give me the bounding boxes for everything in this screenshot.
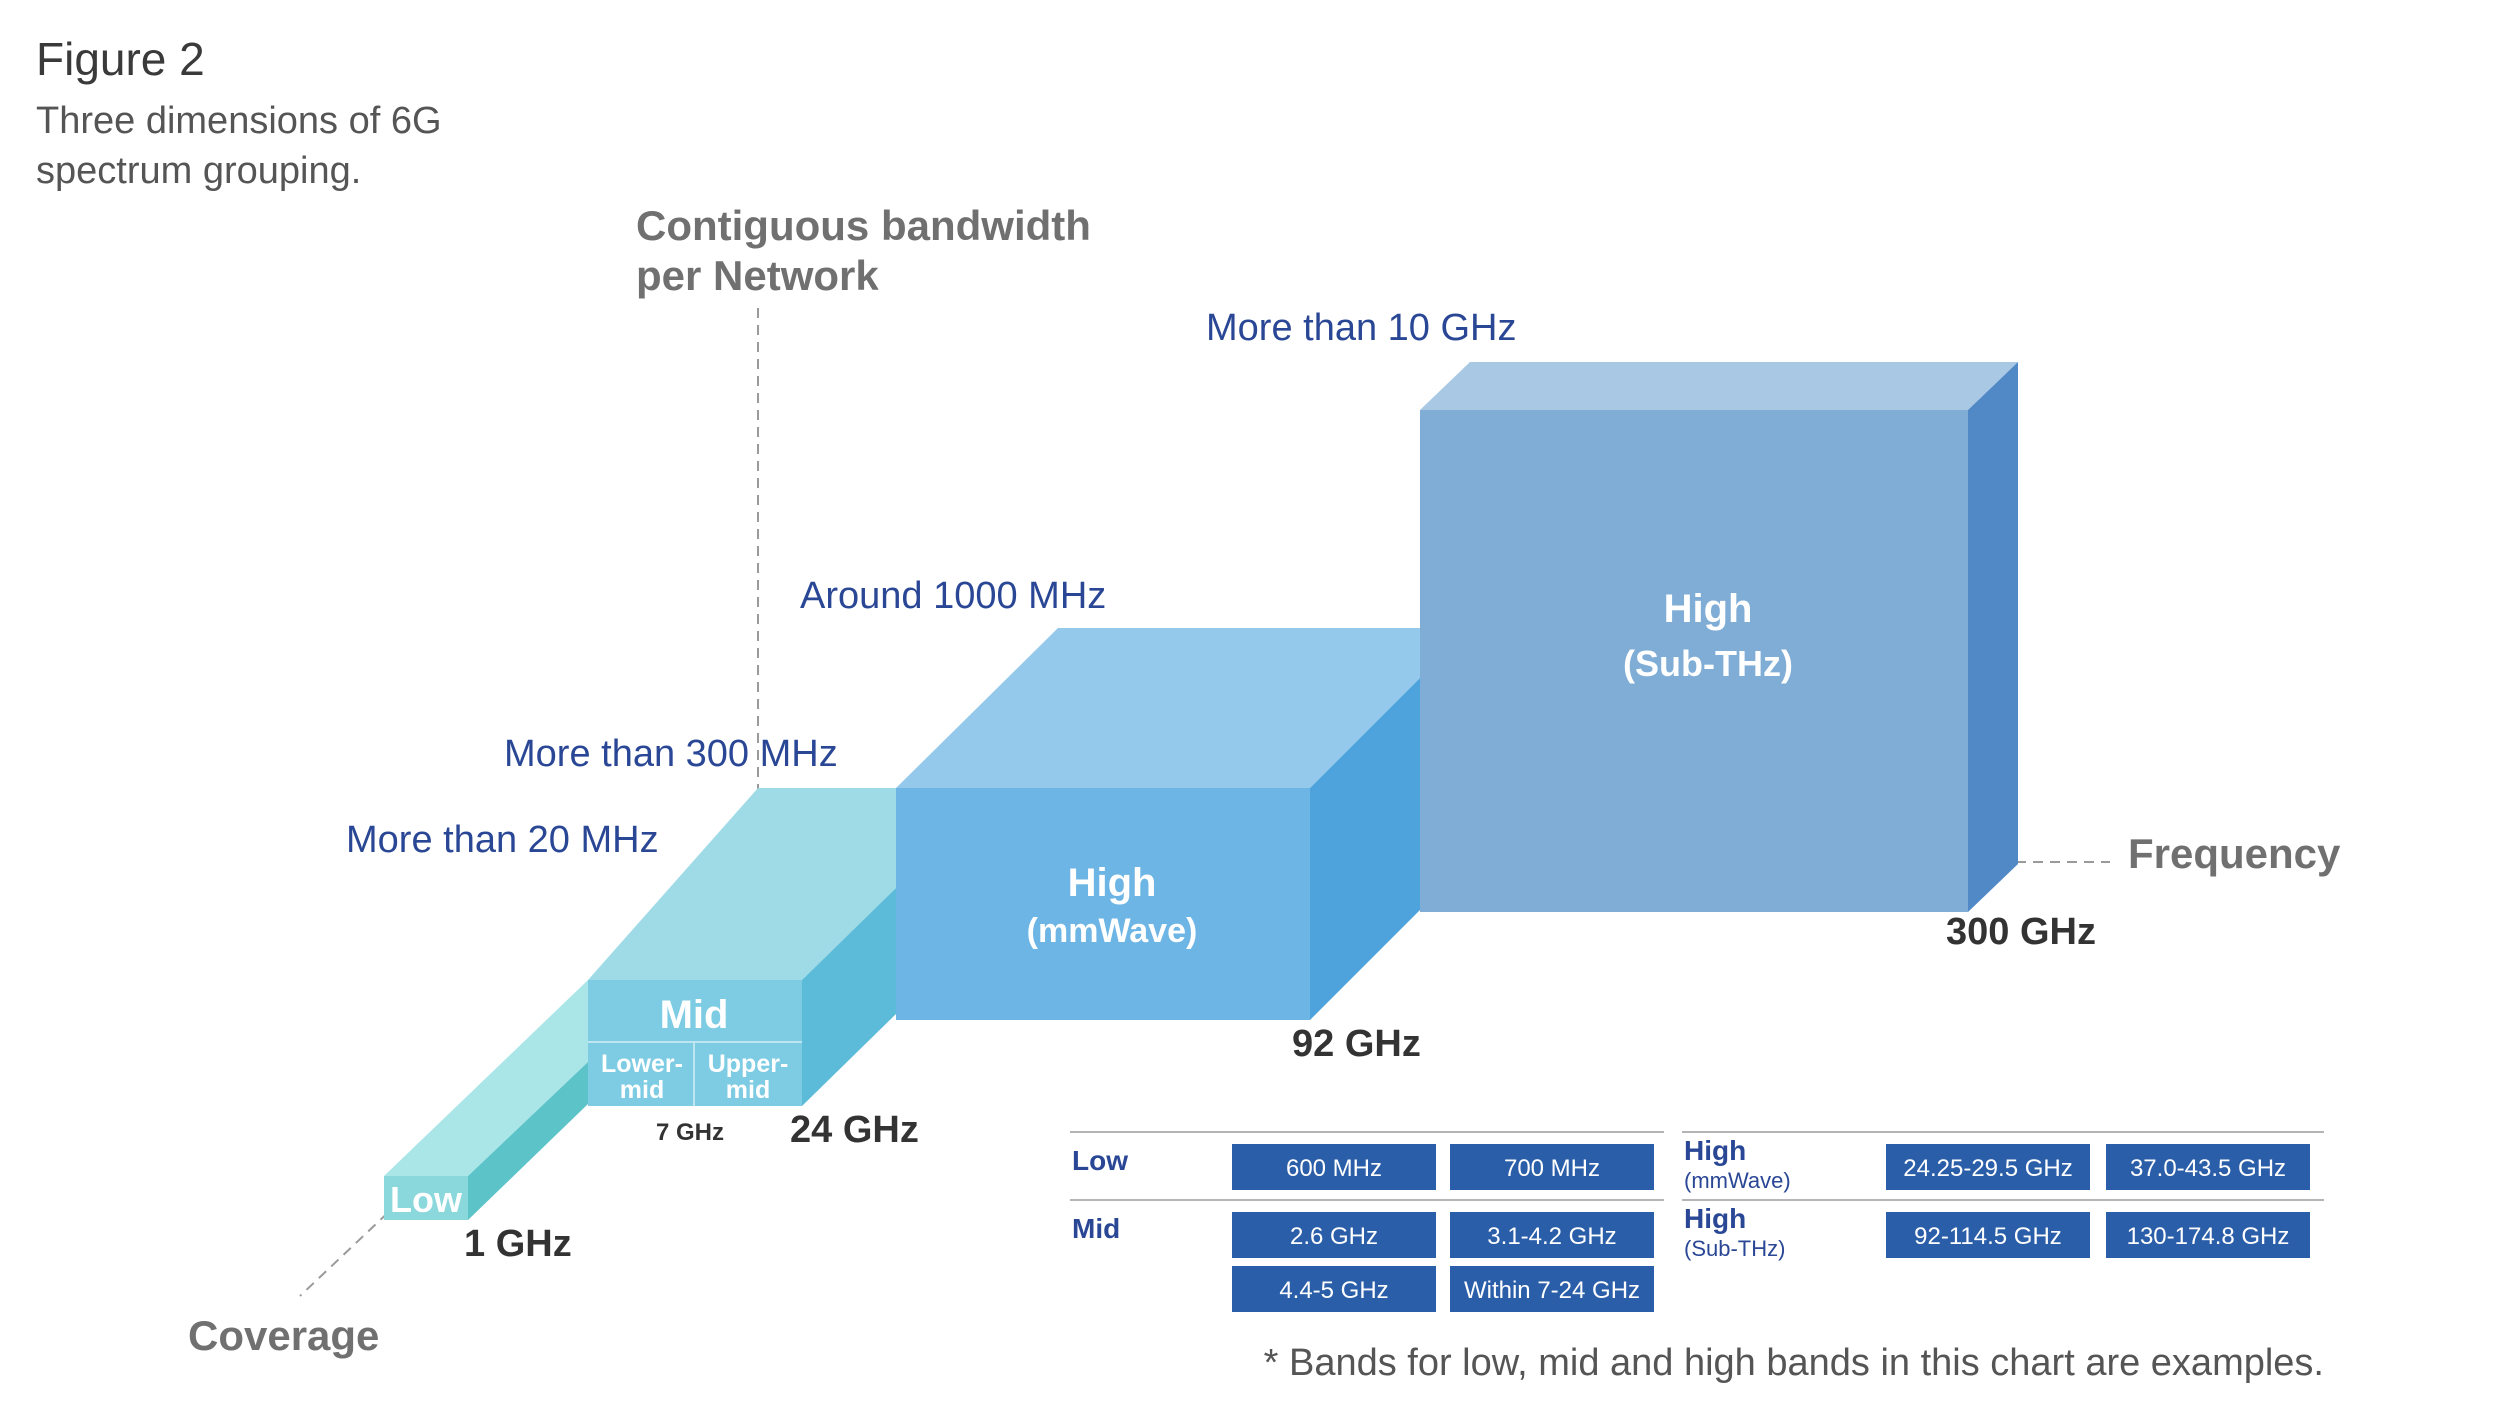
mmwave-block-label: High [1068, 861, 1157, 905]
subthz-block-top [1420, 362, 2018, 410]
table-row-label-mmwave: High [1684, 1135, 1746, 1166]
band-badge-text: 92-114.5 GHz [1914, 1223, 2062, 1250]
footnote: * Bands for low, mid and high bands in t… [1263, 1342, 2324, 1384]
figure-title: Figure 2 [36, 33, 205, 85]
vertical-axis-title-line2: per Network [636, 252, 879, 299]
bandwidth-subthz: More than 10 GHz [1206, 307, 1516, 349]
band-badge [1232, 1144, 1436, 1190]
subthz-block-side [1968, 362, 2018, 912]
table-row-sublabel-subthz: (Sub-THz) [1684, 1236, 1785, 1261]
mmwave-block-front [896, 788, 1310, 1020]
subthz-block-front [1420, 410, 1968, 912]
band-badge-text: 24.25-29.5 GHz [1903, 1155, 2072, 1182]
mmwave-block: High (mmWave) [896, 628, 1420, 1020]
freq-92ghz: 92 GHz [1292, 1023, 1421, 1065]
bandwidth-mid: More than 300 MHz [504, 733, 838, 775]
table-row-label-mid: Mid [1072, 1213, 1120, 1244]
lower-mid-label-2: mid [620, 1076, 664, 1104]
band-badge [1450, 1144, 1654, 1190]
mmwave-block-side [1310, 678, 1420, 1020]
low-block-front [384, 1176, 468, 1220]
band-badge-text: 37.0-43.5 GHz [2130, 1155, 2286, 1182]
mid-block-label: Mid [660, 993, 729, 1037]
upper-mid-label-2: mid [726, 1076, 770, 1104]
low-block-label: Low [390, 1179, 463, 1220]
table-row-label-low: Low [1072, 1145, 1128, 1176]
low-block: Low [384, 980, 588, 1220]
freq-300ghz: 300 GHz [1946, 911, 2096, 953]
lower-mid-label: Lower- [601, 1050, 683, 1078]
band-badge-text: 700 MHz [1504, 1155, 1600, 1182]
band-badge-text: 3.1-4.2 GHz [1487, 1223, 1616, 1250]
bandwidth-mmwave: Around 1000 MHz [800, 575, 1106, 617]
freq-7ghz: 7 GHz [656, 1119, 724, 1146]
band-badge [1886, 1212, 2090, 1258]
band-table: Low Mid 600 MHz 700 MHz 2.6 GHz 3.1-4.2 … [1070, 1131, 2324, 1312]
table-row-label-subthz: High [1684, 1203, 1746, 1234]
band-badge-text: 600 MHz [1286, 1155, 1382, 1182]
band-badge [1232, 1212, 1436, 1258]
low-block-top [384, 980, 588, 1176]
band-badge [1450, 1212, 1654, 1258]
coverage-axis-title: Coverage [188, 1312, 379, 1359]
mid-block-side [802, 888, 896, 1106]
subthz-block: High (Sub-THz) [1420, 362, 2018, 912]
band-badge [1450, 1266, 1654, 1312]
band-badge-text: 4.4-5 GHz [1279, 1277, 1388, 1304]
table-row-sublabel-mmwave: (mmWave) [1684, 1168, 1791, 1193]
bandwidth-low: More than 20 MHz [346, 819, 659, 861]
mmwave-block-sublabel: (mmWave) [1027, 912, 1198, 950]
freq-1ghz: 1 GHz [464, 1223, 572, 1265]
low-block-side [468, 1062, 588, 1220]
figure-subtitle: Three dimensions of 6G spectrum grouping… [36, 100, 442, 192]
frequency-axis-title: Frequency [2128, 830, 2341, 877]
vertical-axis-title: Contiguous bandwidth [636, 202, 1091, 249]
band-badge [2106, 1212, 2310, 1258]
band-badge-text: 2.6 GHz [1290, 1223, 1378, 1250]
subthz-block-label: High [1664, 587, 1753, 631]
subthz-block-sublabel: (Sub-THz) [1623, 643, 1793, 684]
mid-block: Mid Lower- mid Upper- mid [588, 788, 896, 1106]
upper-mid-label: Upper- [708, 1050, 789, 1078]
mmwave-block-top [896, 628, 1420, 788]
mid-block-top [588, 788, 896, 980]
band-badge [1886, 1144, 2090, 1190]
band-badge [2106, 1144, 2310, 1190]
band-badge-text: Within 7-24 GHz [1464, 1277, 1640, 1304]
band-badge [1232, 1266, 1436, 1312]
freq-24ghz: 24 GHz [790, 1109, 919, 1151]
band-badge-text: 130-174.8 GHz [2127, 1223, 2290, 1250]
